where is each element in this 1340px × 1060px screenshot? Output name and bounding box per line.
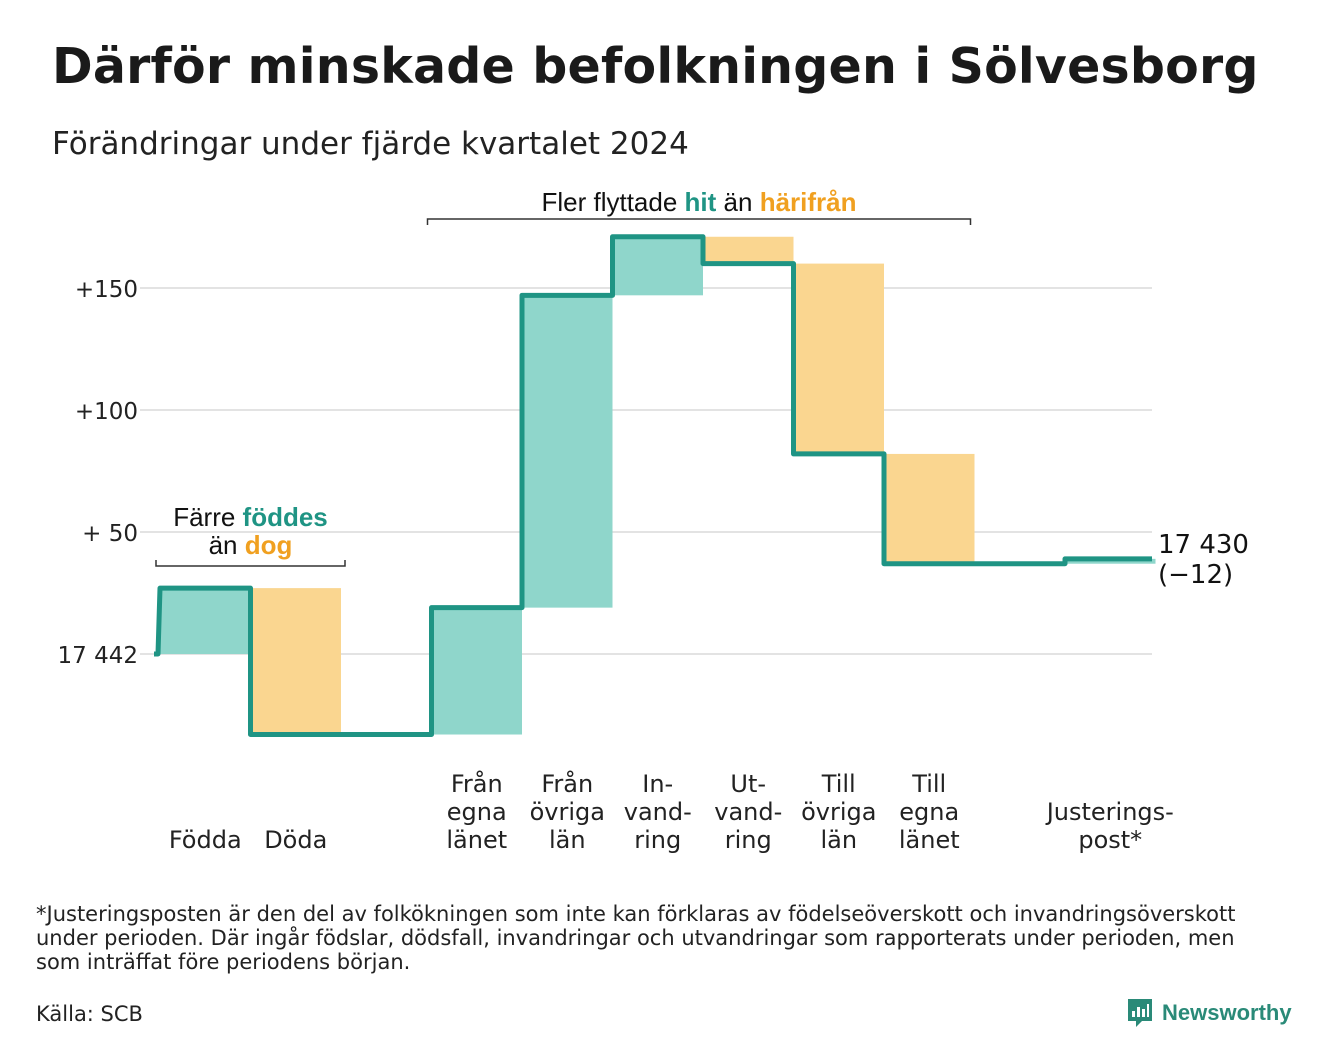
x-category-label: län bbox=[549, 826, 586, 854]
births-annotation-line1: Färre föddes bbox=[173, 502, 328, 532]
annotation-highlight-orange: dog bbox=[245, 530, 293, 560]
x-category-label: övriga bbox=[801, 798, 876, 826]
migration-annotation: Fler flyttade hit än härifrån bbox=[541, 187, 856, 217]
births-annotation-line2: än dog bbox=[209, 530, 293, 560]
page-subtitle: Förändringar under fjärde kvartalet 2024 bbox=[52, 126, 689, 162]
x-category-label: övriga bbox=[530, 798, 605, 826]
annotation-text: Färre bbox=[173, 502, 242, 532]
footnote-line: *Justeringsposten är den del av folkökni… bbox=[36, 902, 1236, 926]
x-category-label: Döda bbox=[264, 826, 327, 854]
x-category-label: post* bbox=[1078, 826, 1142, 854]
waterfall-bar bbox=[160, 588, 251, 654]
y-tick-label: 17 442 bbox=[58, 643, 138, 669]
y-tick-label: +100 bbox=[75, 399, 138, 425]
x-category-label: egna bbox=[447, 798, 507, 826]
cumulative-step-line bbox=[154, 234, 1152, 738]
footnote: *Justeringsposten är den del av folkökni… bbox=[36, 902, 1316, 974]
waterfall-bar bbox=[884, 453, 975, 564]
footnote-line: som inträffat före periodens början. bbox=[36, 950, 411, 974]
x-category-label: Födda bbox=[169, 826, 242, 854]
migration-bracket bbox=[426, 218, 972, 225]
waterfall-bar bbox=[612, 236, 703, 296]
x-category-label: Till bbox=[821, 770, 856, 798]
y-tick-label: +150 bbox=[75, 277, 138, 303]
y-tick-label: + 50 bbox=[82, 521, 138, 547]
x-category-label: ring bbox=[634, 826, 681, 854]
footnote-line: under perioden. Där ingår födslar, dödsf… bbox=[36, 926, 1235, 950]
brand-logo: Newsworthy bbox=[1126, 996, 1292, 1030]
x-category-label: länet bbox=[899, 826, 960, 854]
waterfall-bar bbox=[703, 236, 794, 264]
x-category-label: Från bbox=[451, 769, 503, 798]
x-category-label: ring bbox=[725, 826, 772, 854]
annotation-text: Fler flyttade bbox=[541, 187, 684, 217]
waterfall-bar bbox=[431, 607, 522, 735]
waterfall-bar bbox=[793, 263, 884, 454]
x-category-label: vand- bbox=[714, 798, 782, 826]
x-category-label: vand- bbox=[624, 798, 692, 826]
annotation-highlight-orange: härifrån bbox=[760, 187, 857, 217]
newsworthy-logo-icon bbox=[1128, 999, 1152, 1027]
x-category-label: egna bbox=[899, 798, 959, 826]
annotation-text: än bbox=[716, 187, 759, 217]
x-category-label: Till bbox=[911, 770, 946, 798]
x-category-label: Från bbox=[541, 769, 593, 798]
end-value-label: 17 430 bbox=[1158, 530, 1249, 560]
annotation-highlight-teal: föddes bbox=[243, 502, 328, 532]
source-label: Källa: SCB bbox=[36, 1002, 143, 1026]
page-title: Därför minskade befolkningen i Sölvesbor… bbox=[52, 38, 1259, 95]
waterfall-bar bbox=[250, 588, 341, 735]
end-change-label: (−12) bbox=[1158, 560, 1233, 590]
x-category-label: In- bbox=[642, 770, 673, 798]
x-category-label: Ut- bbox=[730, 770, 766, 798]
annotation-text: än bbox=[209, 530, 245, 560]
annotation-highlight-teal: hit bbox=[685, 187, 717, 217]
x-category-label: län bbox=[820, 826, 857, 854]
brand-name: Newsworthy bbox=[1162, 1000, 1292, 1025]
births-bracket bbox=[155, 560, 346, 567]
x-category-label: Justerings- bbox=[1045, 798, 1174, 826]
x-category-label: länet bbox=[446, 826, 507, 854]
waterfall-bar bbox=[522, 295, 613, 608]
